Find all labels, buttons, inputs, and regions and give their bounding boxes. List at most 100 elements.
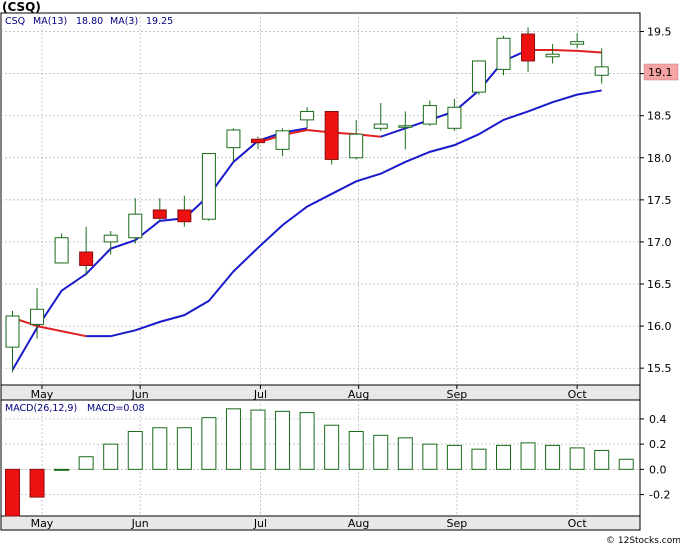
price-axis-strip xyxy=(0,384,641,401)
macd-bar-positive xyxy=(594,449,610,470)
macd-month-label: Jun xyxy=(131,517,149,530)
last-price-tag: 19.1 xyxy=(643,63,679,81)
price-month-label: Jun xyxy=(131,388,149,401)
price-ytick-label: 19.5 xyxy=(647,26,672,39)
macd-bar-positive xyxy=(225,408,241,470)
candle-up xyxy=(545,53,560,58)
macd-panel: 0.4 0.2 0.0 -0.2 May Jun Jul Aug Sep Oct MACD(26… xyxy=(0,399,670,531)
legend-ma3-value: 19.25 xyxy=(146,16,173,27)
macd-bar-negative xyxy=(29,468,45,498)
macd-month-label: Oct xyxy=(568,517,588,530)
candle-up xyxy=(54,237,69,264)
macd-bar-positive xyxy=(545,444,561,470)
candle-up xyxy=(570,41,585,45)
macd-bar-positive xyxy=(471,448,487,470)
macd-bar-positive xyxy=(397,437,413,470)
macd-ytick-label: -0.2 xyxy=(649,489,670,502)
legend-ticker: CSQ xyxy=(5,16,25,27)
candle-down xyxy=(152,209,167,219)
candle-down xyxy=(324,110,339,160)
macd-ytick-label: 0.2 xyxy=(649,438,667,451)
macd-bar-positive xyxy=(127,431,143,470)
price-ytick-label: 17.5 xyxy=(647,194,672,207)
macd-axis-strip xyxy=(0,515,641,531)
macd-month-label: Aug xyxy=(348,517,369,530)
ma-trend-segment-up xyxy=(380,127,406,138)
price-panel: 15.516.016.517.017.518.018.519.019.5 May… xyxy=(0,12,679,401)
candle-up xyxy=(201,153,216,220)
price-month-label: Oct xyxy=(568,388,588,401)
candle-down xyxy=(251,138,265,144)
macd-bars xyxy=(5,408,634,517)
candle-up xyxy=(275,130,290,150)
candle-up xyxy=(422,105,437,125)
macd-legend-value: MACD=0.08 xyxy=(87,403,145,414)
candle-down xyxy=(521,33,536,62)
macd-bar-positive xyxy=(373,434,389,470)
macd-bar-positive xyxy=(324,424,340,470)
macd-y-axis: 0.4 0.2 0.0 -0.2 xyxy=(640,413,670,502)
macd-bar-positive xyxy=(348,431,364,470)
price-month-label: Sep xyxy=(446,388,467,401)
macd-bar-positive xyxy=(422,443,438,470)
credit-text: © 12Stocks.com xyxy=(606,536,680,546)
price-month-label: Jul xyxy=(253,388,267,401)
macd-bar-positive xyxy=(520,442,536,470)
macd-bar-positive xyxy=(299,412,315,470)
candle-up xyxy=(373,123,388,129)
price-y-axis: 15.516.016.517.017.518.018.519.019.5 xyxy=(640,26,672,375)
macd-bar-positive xyxy=(201,417,217,470)
macd-x-axis: May Jun Jul Aug Sep Oct xyxy=(31,517,588,530)
ma-trend-segment-down xyxy=(577,49,602,54)
macd-legend-label: MACD(26,12,9) xyxy=(5,403,77,414)
candle-up xyxy=(496,37,511,70)
legend-ma13-label: MA(13) xyxy=(33,16,67,27)
macd-ytick-label: 0.0 xyxy=(649,463,667,476)
ma-trend-segment-down xyxy=(552,49,578,52)
macd-month-label: Jul xyxy=(253,517,267,530)
price-ytick-label: 15.5 xyxy=(647,362,672,375)
chart-title: (CSQ) xyxy=(2,0,41,14)
macd-plot-area xyxy=(0,399,641,517)
candle-up xyxy=(128,213,143,239)
price-month-label: Aug xyxy=(348,388,369,401)
price-ytick-label: 16.5 xyxy=(647,278,672,291)
price-ytick-label: 17.0 xyxy=(647,236,672,249)
candle-up xyxy=(594,66,609,76)
price-month-label: May xyxy=(31,388,54,401)
macd-bar-negative xyxy=(5,468,20,517)
last-price-label: 19.1 xyxy=(648,66,673,79)
macd-legend: MACD(26,12,9) MACD=0.08 xyxy=(5,403,145,414)
candle-down xyxy=(177,209,192,223)
candle-up xyxy=(349,133,364,159)
candle-up xyxy=(447,106,462,129)
macd-bar-positive xyxy=(176,427,192,470)
candle-up xyxy=(471,60,486,93)
price-ytick-label: 16.0 xyxy=(647,320,672,333)
candlesticks xyxy=(5,27,609,373)
price-x-axis: May Jun Jul Aug Sep Oct xyxy=(31,385,588,401)
macd-bar-positive xyxy=(103,443,119,470)
macd-bar-positive xyxy=(152,427,168,470)
candle-up xyxy=(5,315,20,348)
last-price-box xyxy=(643,63,679,81)
price-ytick-label: 18.0 xyxy=(647,152,672,165)
macd-bar-positive xyxy=(78,456,94,470)
candle-up xyxy=(30,308,45,325)
macd-bar-positive xyxy=(496,444,511,470)
macd-bar-positive xyxy=(446,444,462,470)
macd-bar-positive xyxy=(275,410,291,470)
macd-bar-positive xyxy=(54,468,70,471)
candle-up xyxy=(300,110,315,121)
ma-slow-line xyxy=(86,89,602,338)
candle-up xyxy=(226,129,241,149)
candle-up xyxy=(398,125,413,128)
macd-bar-positive xyxy=(618,458,634,470)
candle-down xyxy=(79,251,94,266)
ma-trend-segment-down xyxy=(36,325,87,338)
price-ytick-label: 18.5 xyxy=(647,110,672,123)
macd-ytick-label: 0.4 xyxy=(649,413,667,426)
macd-bar-positive xyxy=(569,447,585,470)
legend-ma3-label: MA(3) xyxy=(110,16,138,27)
